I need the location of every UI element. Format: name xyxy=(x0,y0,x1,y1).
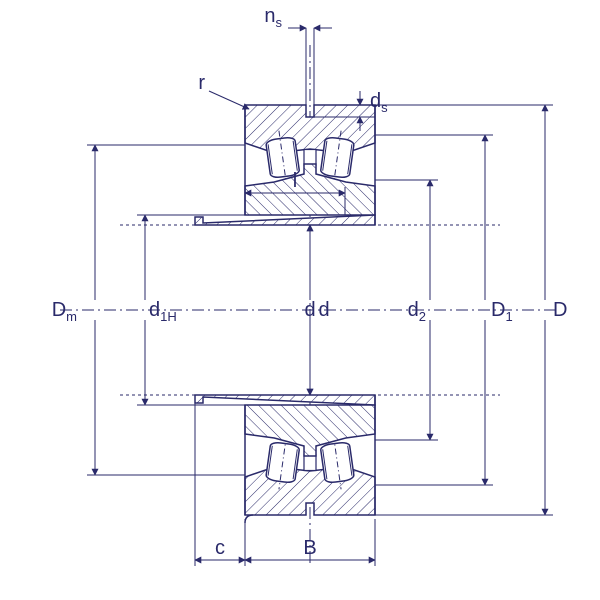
dim-label: d xyxy=(318,299,329,321)
inner-ring xyxy=(245,405,375,456)
dim-label: d2 xyxy=(408,299,426,324)
cage-segment xyxy=(304,150,316,166)
dim-label: d1H xyxy=(149,299,177,324)
dim-label: c xyxy=(215,537,225,559)
bearing-cross-section-diagram: ns ds r Dm d1H l dd d2 D1 Dc B xyxy=(0,0,600,600)
dim-label: r xyxy=(198,72,205,94)
adapter-sleeve xyxy=(195,215,375,225)
dim-label: B xyxy=(303,537,316,559)
cage-segment xyxy=(304,455,316,471)
inner-ring xyxy=(245,164,375,215)
dim-label: d xyxy=(304,299,315,321)
dim-label: D1 xyxy=(491,299,513,324)
dim-label: l xyxy=(293,170,297,192)
adapter-sleeve xyxy=(195,395,375,405)
dim-label: ns xyxy=(264,5,282,30)
dim-label: Dm xyxy=(52,299,77,324)
dim-label: D xyxy=(553,299,567,321)
dim-label: ds xyxy=(370,90,388,115)
